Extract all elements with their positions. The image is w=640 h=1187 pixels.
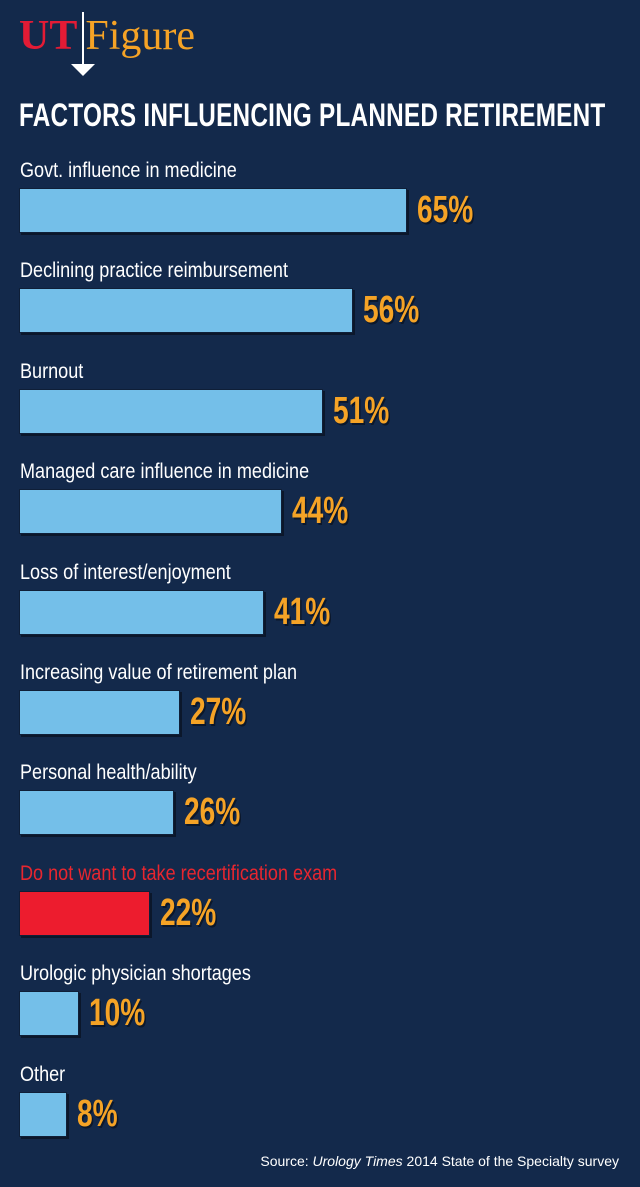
bar — [19, 991, 79, 1037]
brand-ut: UT — [19, 13, 78, 59]
bar — [19, 589, 264, 635]
bar — [19, 188, 408, 233]
source-prefix: Source: — [260, 1153, 313, 1169]
category-label: Govt. influence in medicine — [20, 159, 237, 182]
category-label: Burnout — [20, 359, 84, 383]
value-label: 51% — [333, 389, 390, 432]
value-label: 8% — [76, 1092, 118, 1135]
bar — [19, 690, 181, 735]
category-label: Personal health/ability — [20, 761, 197, 785]
source-note: Source: Urology Times 2014 State of the … — [260, 1151, 619, 1171]
brand-logo: UT Figure — [19, 12, 195, 60]
value-label: 65% — [417, 189, 474, 231]
source-suffix: 2014 State of the Specialty survey — [402, 1153, 619, 1169]
category-label: Urologic physician shortages — [20, 962, 251, 986]
bar — [19, 489, 282, 535]
arrow-down-icon — [71, 64, 95, 76]
bar — [19, 288, 354, 334]
bar — [19, 790, 175, 836]
category-label: Declining practice reimbursement — [20, 259, 289, 283]
value-label: 22% — [160, 891, 217, 934]
bar — [19, 890, 151, 936]
value-label: 10% — [88, 992, 145, 1035]
source-publication: Urology Times — [312, 1153, 403, 1169]
bar — [19, 388, 324, 434]
brand-divider — [82, 12, 84, 68]
category-label: Other — [20, 1062, 66, 1086]
bar — [19, 1091, 67, 1137]
chart-title: FACTORS INFLUENCING PLANNED RETIREMENT — [19, 97, 606, 133]
value-label: 27% — [190, 691, 247, 733]
category-label: Increasing value of retirement plan — [20, 661, 298, 684]
value-label: 26% — [184, 791, 241, 834]
value-label: 41% — [273, 590, 331, 633]
value-label: 56% — [363, 289, 420, 332]
category-label: Loss of interest/enjoyment — [20, 560, 231, 584]
brand-figure: Figure — [85, 13, 196, 59]
category-label: Do not want to take recertification exam — [20, 861, 338, 885]
value-label: 44% — [291, 490, 348, 533]
category-label: Managed care influence in medicine — [20, 460, 310, 484]
